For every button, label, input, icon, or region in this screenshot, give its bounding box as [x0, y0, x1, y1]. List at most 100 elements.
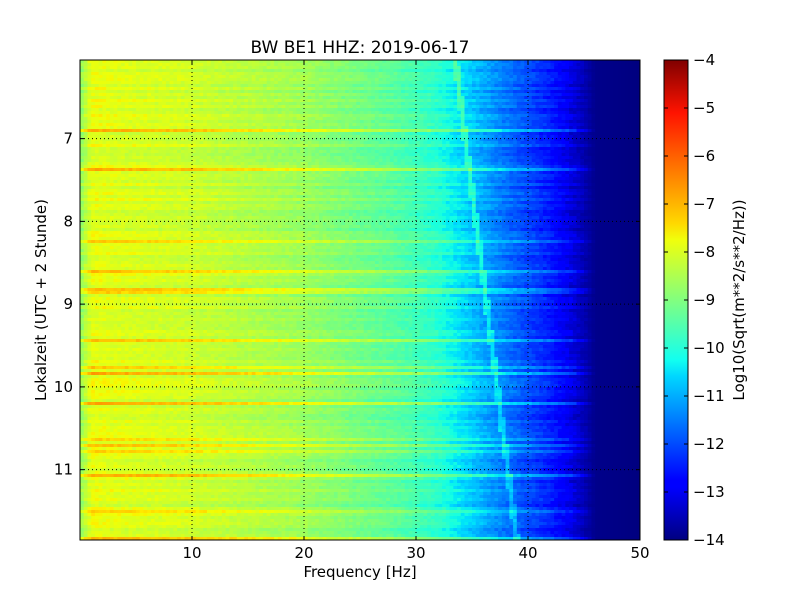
heatmap-cell	[300, 114, 305, 118]
heatmap-cell	[412, 102, 417, 106]
heatmap-cell	[580, 135, 585, 139]
heatmap-cell	[438, 90, 443, 94]
heatmap-cell	[621, 120, 626, 124]
heatmap-cell	[557, 111, 563, 115]
heatmap-cell	[147, 129, 152, 133]
heatmap-cell	[625, 63, 630, 67]
heatmap-cell	[468, 75, 473, 79]
heatmap-cell	[113, 72, 118, 76]
heatmap-cell	[236, 123, 242, 127]
heatmap-cell	[490, 105, 495, 109]
heatmap-cell	[311, 108, 316, 112]
heatmap-cell	[501, 87, 507, 91]
heatmap-cell	[225, 114, 230, 118]
heatmap-cell	[132, 108, 137, 112]
heatmap-cell	[348, 135, 354, 139]
heatmap-cell	[565, 63, 570, 67]
heatmap-cell	[490, 75, 495, 79]
heatmap-cell	[565, 120, 570, 124]
heatmap-cell	[285, 111, 290, 115]
heatmap-cell	[87, 66, 92, 70]
heatmap-cell	[240, 72, 245, 76]
heatmap-cell	[165, 81, 171, 85]
heatmap-cell	[606, 123, 611, 127]
heatmap-cell	[87, 78, 92, 82]
heatmap-cell	[419, 90, 425, 94]
heatmap-cell	[475, 60, 481, 64]
heatmap-cell	[636, 120, 640, 124]
heatmap-cell	[587, 81, 593, 85]
heatmap-cell	[367, 60, 372, 64]
heatmap-cell	[554, 66, 559, 70]
heatmap-cell	[501, 129, 507, 133]
heatmap-cell	[206, 66, 212, 70]
heatmap-cell	[255, 72, 260, 76]
heatmap-cell	[438, 75, 443, 79]
heatmap-cell	[266, 96, 271, 100]
heatmap-cell	[87, 84, 92, 88]
heatmap-cell	[397, 90, 402, 94]
heatmap-cell	[165, 63, 171, 67]
heatmap-cell	[113, 129, 118, 133]
heatmap-cell	[561, 102, 566, 106]
heatmap-cell	[569, 84, 574, 88]
heatmap-cell	[528, 111, 533, 115]
heatmap-cell	[472, 75, 477, 79]
heatmap-cell	[80, 63, 85, 67]
heatmap-cell	[408, 87, 413, 91]
heatmap-cell	[274, 93, 279, 97]
heatmap-cell	[475, 135, 481, 139]
heatmap-cell	[613, 87, 619, 91]
heatmap-cell	[87, 108, 92, 112]
heatmap-cell	[173, 129, 178, 133]
heatmap-cell	[326, 84, 331, 88]
heatmap-cell	[292, 123, 298, 127]
heatmap-cell	[307, 123, 313, 127]
heatmap-cell	[430, 117, 436, 121]
heatmap-cell	[434, 96, 439, 100]
heatmap-cell	[513, 75, 518, 79]
heatmap-cell	[277, 81, 283, 85]
heatmap-cell	[333, 96, 339, 100]
heatmap-cell	[486, 108, 492, 112]
heatmap-cell	[363, 69, 369, 73]
heatmap-cell	[374, 66, 380, 70]
heatmap-cell	[610, 120, 615, 124]
heatmap-cell	[251, 111, 257, 115]
heatmap-cell	[214, 72, 219, 76]
heatmap-cell	[199, 78, 204, 82]
heatmap-cell	[177, 105, 182, 109]
heatmap-cell	[311, 126, 316, 130]
heatmap-cell	[113, 75, 118, 79]
heatmap-cell	[225, 66, 230, 70]
heatmap-cell	[561, 99, 566, 103]
heatmap-cell	[150, 102, 156, 106]
heatmap-cell	[259, 63, 264, 67]
heatmap-cell	[147, 72, 152, 76]
heatmap-cell	[625, 72, 630, 76]
heatmap-cell	[363, 75, 369, 79]
heatmap-cell	[576, 81, 581, 85]
heatmap-cell	[479, 78, 484, 82]
heatmap-cell	[251, 60, 257, 64]
heatmap-cell	[307, 114, 313, 118]
heatmap-cell	[490, 69, 495, 73]
heatmap-cell	[360, 117, 365, 121]
heatmap-cell	[106, 117, 111, 121]
heatmap-cell	[613, 117, 619, 121]
heatmap-cell	[580, 66, 585, 70]
heatmap-cell	[367, 99, 372, 103]
heatmap-cell	[87, 99, 92, 103]
heatmap-cell	[255, 117, 260, 121]
heatmap-cell	[311, 84, 316, 88]
heatmap-cell	[80, 90, 85, 94]
heatmap-cell	[367, 63, 372, 67]
heatmap-cell	[625, 60, 630, 64]
heatmap-cell	[106, 129, 111, 133]
heatmap-cell	[550, 66, 555, 70]
heatmap-cell	[367, 114, 372, 118]
heatmap-cell	[150, 105, 156, 109]
heatmap-cell	[277, 126, 283, 130]
heatmap-cell	[296, 105, 301, 109]
